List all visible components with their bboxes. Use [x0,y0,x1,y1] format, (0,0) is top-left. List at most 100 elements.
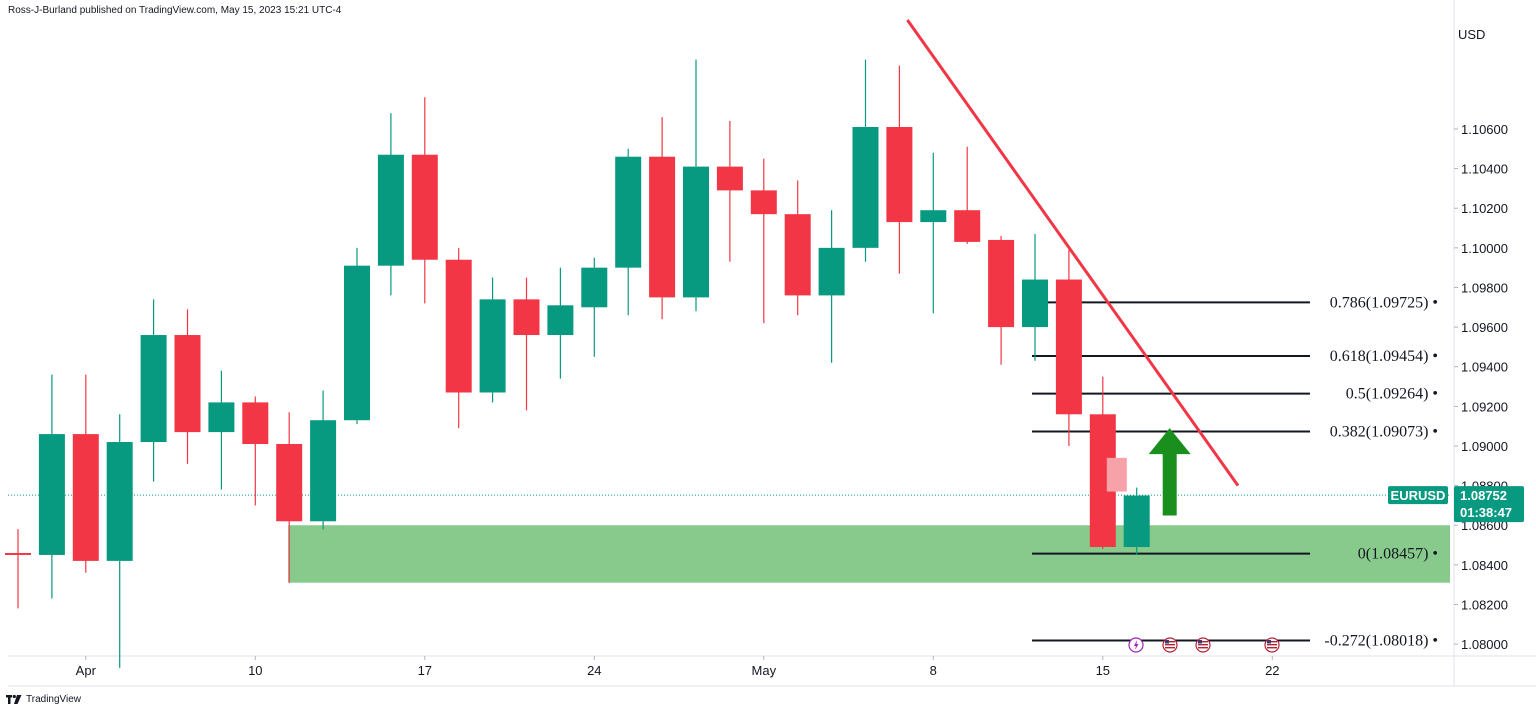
candle-2023-03-31[interactable] [38,374,65,599]
candle-2023-04-13[interactable] [344,247,370,425]
candle-body [140,335,167,443]
y-tick-label: 1.10200 [1461,201,1508,216]
fib-label: 0.786(1.09725) • [1330,294,1438,311]
candle-2023-04-07[interactable] [208,370,235,490]
candle-body [106,442,133,561]
fib-label: 0.382(1.09073) • [1330,424,1438,441]
candle-2023-04-03[interactable] [72,374,99,573]
candle-2023-05-02[interactable] [784,180,811,316]
x-tick-label: 10 [248,663,262,678]
y-tick-label: 1.10400 [1461,162,1508,177]
candle-body [954,210,981,242]
candle-2023-04-20[interactable] [513,277,540,411]
y-tick-label: 1.08000 [1461,637,1508,652]
publisher-caption: Ross-J-Burland published on TradingView.… [8,5,342,16]
candle-body [276,444,303,522]
candle-2023-04-14[interactable] [377,113,404,296]
us-flag-event-icon[interactable] [1264,637,1280,653]
flag-canton [1198,640,1202,644]
us-flag-event-icon[interactable] [1195,637,1211,653]
flag-stripe [1198,641,1208,643]
candle-body [547,305,574,336]
candle-2023-03-30[interactable] [5,529,31,609]
candle-body [716,166,743,191]
flag-stripe [1267,644,1277,646]
candle-2023-05-15[interactable] [1089,376,1116,550]
candle-body [615,156,642,268]
candle-2023-04-18[interactable] [445,247,472,429]
currency-label: USD [1458,27,1485,42]
ghost-candle [1106,457,1127,492]
candle-body [377,154,404,266]
candle-body [38,434,65,555]
candle-body [1123,495,1150,548]
candle-2023-04-28[interactable] [716,121,743,262]
candle-body [310,420,337,522]
axes: USD 1.10600 1.10400 1.10200 1.10000 1.09800 1.… [76,27,1524,678]
x-tick-label: 8 [930,663,937,678]
candle-body [886,126,913,223]
candle-2023-04-11[interactable] [276,412,303,583]
candle-2023-04-10[interactable] [242,396,269,506]
candle-2023-04-21[interactable] [547,267,574,379]
candle-2023-05-09[interactable] [954,146,981,244]
candle-body [5,552,31,555]
overlays [906,19,1280,653]
candle-2023-04-04[interactable] [106,414,133,668]
flag-stripe [1267,641,1277,643]
flag-stripe [1267,647,1277,649]
candle-body [988,239,1015,328]
y-tick-label: 1.08400 [1461,558,1508,573]
candle-2023-05-04[interactable] [852,59,879,262]
y-tick-label: 1.08200 [1461,597,1508,612]
y-tick-label: 1.09200 [1461,399,1508,414]
fib-label: 0.5(1.09264) • [1346,386,1438,403]
x-tick-label: May [752,663,777,678]
x-tick-label: 15 [1096,663,1110,678]
candle-body [445,259,472,393]
tradingview-logo-icon [6,694,22,705]
candle-2023-05-05[interactable] [886,65,913,274]
candle-2023-04-27[interactable] [683,59,709,312]
candle-2023-04-24[interactable] [581,257,608,357]
footer-brand-text: TradingView [26,694,82,705]
y-tick-label: 1.09400 [1461,360,1508,375]
resistance-trendline[interactable] [906,19,1240,487]
candle-2023-05-16[interactable] [1123,487,1150,555]
candle-2023-04-19[interactable] [479,277,506,403]
candle-2023-05-01[interactable] [750,158,777,324]
candle-2023-05-03[interactable] [818,210,845,363]
x-tick-label: Apr [76,663,97,678]
us-flag-event-icon[interactable] [1162,637,1178,653]
candle-2023-04-12[interactable] [310,390,337,530]
y-tick-label: 1.09000 [1461,439,1508,454]
countdown-text: 01:38:47 [1460,505,1512,520]
candle-body [852,126,879,248]
footer-brand: TradingView [6,694,81,705]
candle-2023-04-17[interactable] [411,97,438,304]
y-tick-label: 1.10600 [1461,122,1508,137]
candle-body [784,214,811,296]
candles [5,59,1150,668]
fib-label: 0.618(1.09454) • [1330,348,1438,365]
candle-body [683,166,709,298]
candle-body [72,434,99,561]
candle-2023-05-10[interactable] [988,235,1015,365]
candle-body [818,247,845,296]
candle-2023-05-11[interactable] [1022,233,1048,361]
candle-2023-04-06[interactable] [174,309,201,464]
candle-2023-04-26[interactable] [649,117,676,320]
x-tick-label: 22 [1265,663,1279,678]
flag-stripe [1198,647,1208,649]
flag-stripe [1165,647,1175,649]
candle-2023-04-05[interactable] [140,299,167,482]
candle-body [1022,279,1048,328]
x-tick-label: 24 [587,663,601,678]
candle-2023-05-12[interactable] [1055,249,1082,446]
dividend-event-icon[interactable] [1128,637,1144,653]
candle-2023-05-08[interactable] [920,152,947,314]
symbol-tag-text: EURUSD [1391,488,1446,503]
last-price-tag[interactable]: EURUSD 1.08752 01:38:47 [1388,486,1524,523]
candle-2023-04-25[interactable] [615,148,642,316]
